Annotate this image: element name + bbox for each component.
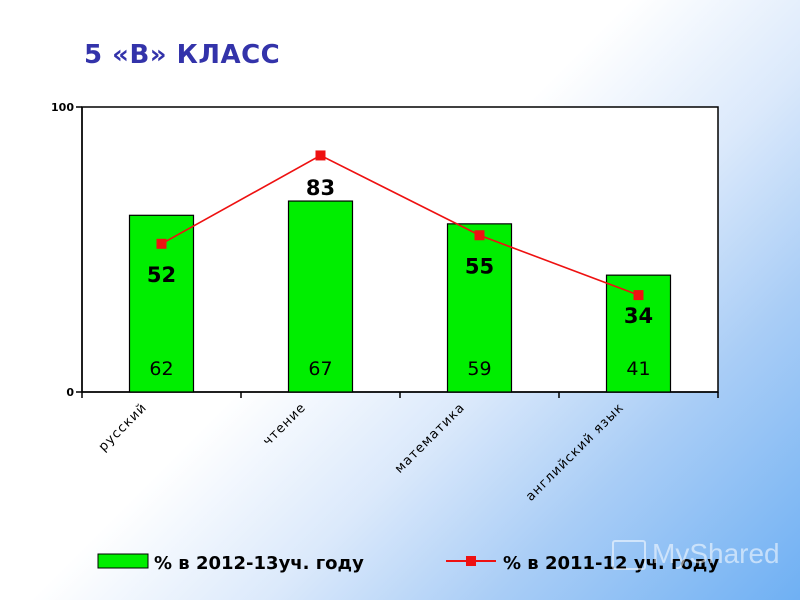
- legend: % в 2012-13уч. году % в 2011-12 уч. году: [97, 553, 719, 574]
- line-value-label-2: 55: [465, 254, 494, 278]
- legend-swatch-marker: [466, 556, 476, 566]
- series-line: [161, 154, 639, 296]
- x-tick-label-0: русский: [96, 400, 150, 454]
- line-point-2: [474, 230, 485, 241]
- bar-value-label-2: 59: [467, 358, 491, 380]
- bar-value-label-3: 41: [626, 358, 650, 380]
- bar-2: [446, 223, 513, 393]
- line-value-label-3: 34: [624, 304, 653, 328]
- legend-swatch-bars: [97, 553, 149, 569]
- line-point-0: [156, 238, 167, 249]
- line-point-1: [315, 150, 326, 161]
- line-value-label-1: 83: [306, 176, 335, 200]
- y-tick-label-1: 100: [51, 101, 74, 114]
- y-tick-label-0: 0: [66, 386, 74, 399]
- bar-1: [287, 200, 354, 393]
- x-tick-label-3: английский язык: [523, 400, 627, 504]
- watermark-icon: [612, 540, 646, 570]
- watermark: MyShared: [652, 538, 780, 569]
- line-value-label-0: 52: [147, 263, 176, 287]
- legend-label-line: % в 2011-12 уч. году: [503, 553, 719, 574]
- bar-value-label-0: 62: [149, 358, 173, 380]
- bar-value-label-1: 67: [308, 358, 332, 380]
- bar-0: [128, 214, 195, 393]
- line-point-3: [633, 290, 644, 301]
- x-tick-label-2: математика: [392, 400, 468, 476]
- legend-label-bars: % в 2012-13уч. году: [154, 553, 364, 574]
- x-tick-label-1: чтение: [260, 400, 309, 449]
- slide-title: 5 «В» КЛАСС: [84, 40, 281, 70]
